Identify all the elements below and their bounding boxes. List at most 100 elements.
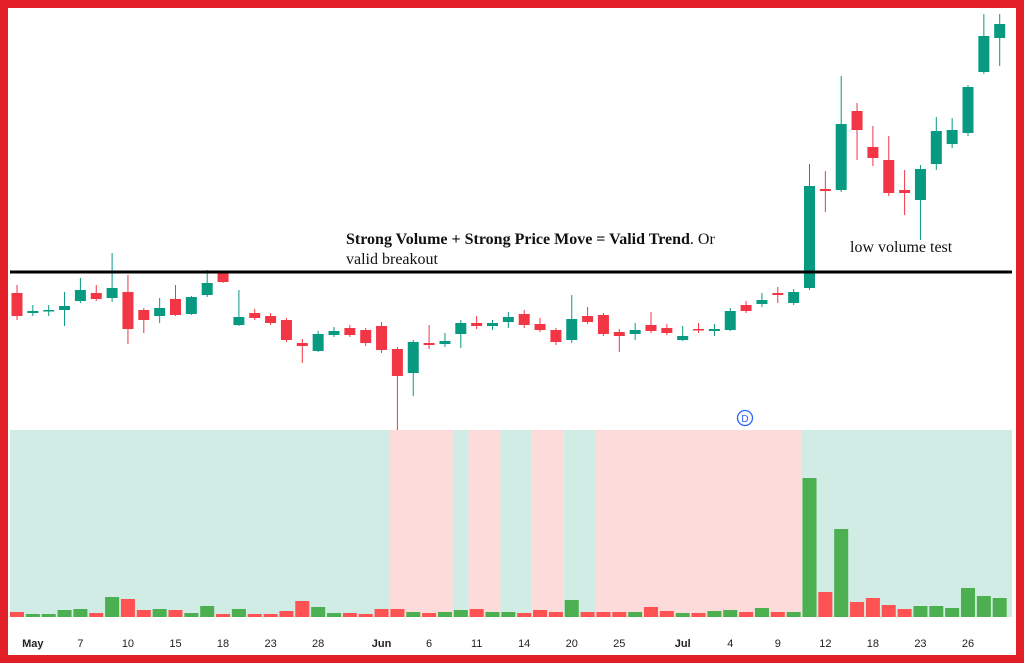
- volume-bar: [10, 612, 24, 617]
- x-tick-label: 10: [122, 638, 134, 650]
- candle-body: [566, 319, 578, 340]
- candle-body: [154, 308, 166, 316]
- candle-body: [185, 297, 197, 314]
- candle-body: [518, 314, 530, 325]
- volume-layer: [10, 478, 1007, 617]
- volume-bar: [57, 610, 72, 617]
- candle-body: [645, 325, 657, 331]
- background-region: [532, 430, 564, 617]
- volume-bar: [691, 613, 706, 617]
- volume-bar: [945, 608, 960, 617]
- volume-bar: [754, 608, 769, 617]
- candle-body: [994, 24, 1006, 38]
- volume-bar: [961, 588, 975, 617]
- volume-bar: [707, 611, 722, 617]
- x-tick-label: 20: [566, 638, 578, 650]
- volume-bar: [628, 612, 643, 617]
- background-region: [563, 430, 596, 617]
- candle-body: [43, 310, 55, 312]
- candle-body: [740, 305, 752, 311]
- volume-bar: [580, 612, 595, 617]
- candle-body: [597, 315, 609, 334]
- volume-bar: [485, 612, 500, 617]
- candle-body: [756, 300, 768, 304]
- x-tick-label: 15: [169, 638, 181, 650]
- volume-bar: [865, 598, 880, 617]
- volume-bar: [247, 614, 262, 617]
- background-region: [500, 430, 533, 617]
- candle-body: [280, 320, 292, 340]
- x-tick-label: Jun: [372, 638, 392, 650]
- volume-bar: [770, 612, 785, 617]
- background-layer: [10, 430, 1012, 617]
- candle-body: [883, 160, 895, 193]
- volume-bar: [311, 607, 326, 617]
- volume-bar: [723, 610, 738, 617]
- volume-bar: [231, 609, 246, 617]
- x-tick-label: 23: [914, 638, 926, 650]
- volume-bar: [469, 609, 484, 617]
- candle-body: [455, 323, 467, 334]
- volume-bar: [89, 613, 104, 617]
- volume-bar: [422, 613, 437, 617]
- candle-body: [11, 293, 23, 316]
- candle-body: [391, 349, 403, 376]
- candle-body: [360, 330, 372, 343]
- background-region: [452, 430, 469, 617]
- annotation-rest: . Or: [690, 231, 716, 248]
- x-tick-label: 25: [613, 638, 625, 650]
- volume-bar: [406, 612, 421, 617]
- volume-bar: [596, 612, 611, 617]
- candle-body: [804, 186, 815, 288]
- volume-bar: [929, 606, 944, 617]
- candle-body: [629, 330, 641, 334]
- volume-bar: [564, 600, 579, 617]
- candle-body: [693, 329, 705, 331]
- candle-body: [677, 336, 689, 340]
- candle-body: [376, 326, 388, 350]
- volume-bar: [818, 592, 833, 617]
- candle-body: [914, 169, 926, 200]
- candle-body: [819, 189, 831, 191]
- volume-bar: [437, 612, 452, 617]
- candle-body: [582, 316, 594, 322]
- x-tick-label: 28: [312, 638, 324, 650]
- background-region: [10, 430, 390, 617]
- candle-body: [867, 147, 879, 158]
- candle-body: [851, 111, 863, 130]
- candle-body: [27, 311, 39, 313]
- candle-body: [328, 331, 340, 335]
- candle-body: [930, 131, 942, 164]
- volume-bar: [41, 614, 56, 617]
- volume-bar: [136, 610, 151, 617]
- volume-bar: [342, 613, 357, 617]
- x-tick-label: 4: [727, 638, 733, 650]
- volume-bar: [533, 610, 548, 617]
- annotation-bold: Strong Volume + Strong Price Move = Vali…: [346, 231, 690, 248]
- candle-body: [296, 343, 308, 346]
- candle-body: [122, 292, 134, 329]
- candle-body: [471, 323, 483, 326]
- candle-body: [217, 272, 229, 282]
- candle-body: [550, 330, 562, 342]
- candle-body: [423, 343, 435, 345]
- volume-bar: [184, 613, 199, 617]
- candle-body: [90, 293, 102, 299]
- x-tick-label: 18: [867, 638, 879, 650]
- x-tick-label: 14: [518, 638, 530, 650]
- x-tick-label: Jul: [675, 638, 691, 650]
- volume-bar: [548, 612, 563, 617]
- x-tick-label: 11: [471, 638, 482, 650]
- volume-bar: [105, 597, 120, 617]
- volume-bar: [327, 613, 341, 617]
- candle-body: [946, 130, 958, 144]
- volume-bar: [279, 611, 294, 617]
- x-tick-label: 7: [77, 638, 83, 650]
- x-tick-label: 9: [775, 638, 781, 650]
- candle-body: [106, 288, 118, 298]
- background-region: [595, 430, 802, 617]
- candle-body: [249, 313, 261, 318]
- volume-bar: [897, 609, 912, 617]
